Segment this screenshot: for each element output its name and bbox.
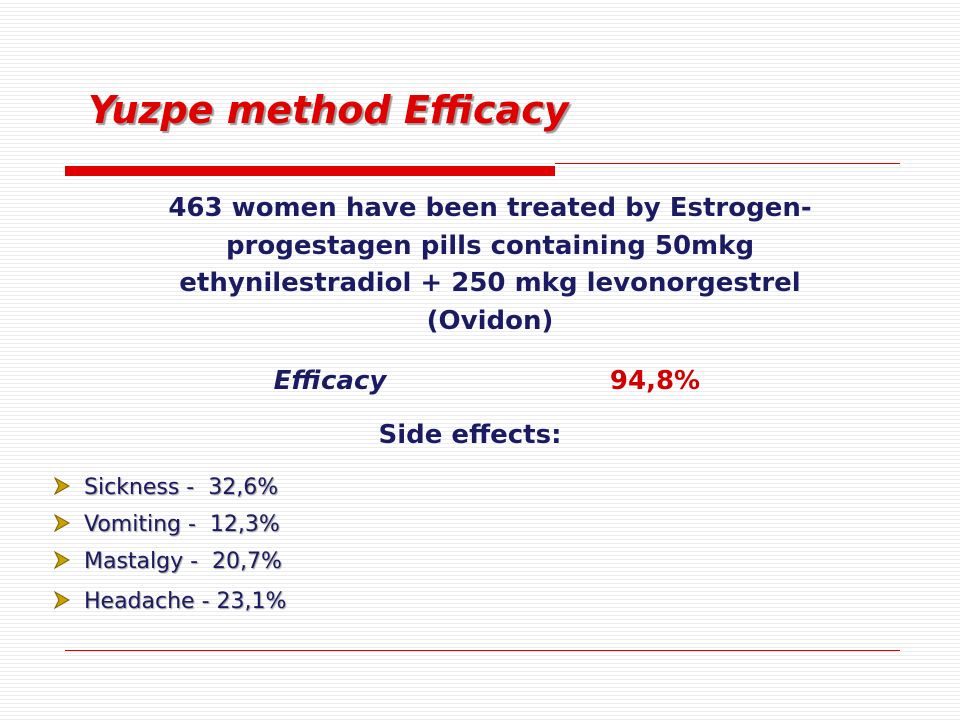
slide-title: Yuzpe method Efficacy <box>88 88 569 132</box>
side-effect-text: Vomiting - 12,3% <box>84 512 280 537</box>
bullet-arrow <box>53 476 71 496</box>
side-effects-heading: Side effects: <box>378 420 562 450</box>
body-line: (Ovidon) <box>426 306 554 336</box>
side-effect-text: Headache - 23,1% <box>84 589 287 614</box>
bullet-arrow <box>53 550 71 570</box>
side-effect-item: Mastalgy - 20,7% <box>52 549 282 574</box>
side-effect-text: Sickness - 32,6% <box>84 475 279 500</box>
bullet-arrow <box>53 513 71 533</box>
body-line: 463 women have been treated by Estrogen- <box>168 193 812 223</box>
title-rule <box>555 163 900 164</box>
efficacy-label: Efficacy <box>273 366 387 396</box>
side-effect-item: Vomiting - 12,3% <box>52 512 280 537</box>
side-effect-item: Sickness - 32,6% <box>52 475 278 500</box>
body-line: ethynilestradiol + 250 mkg levonorgestre… <box>179 268 801 298</box>
footer-rule <box>65 650 900 651</box>
side-effect-text: Mastalgy - 20,7% <box>84 549 282 574</box>
title-underline <box>65 166 555 176</box>
body-line: progestagen pills containing 50mkg <box>225 231 755 261</box>
bullet-arrow <box>53 590 71 610</box>
efficacy-value: 94,8% <box>609 366 701 396</box>
side-effect-item: Headache - 23,1% <box>52 589 286 614</box>
